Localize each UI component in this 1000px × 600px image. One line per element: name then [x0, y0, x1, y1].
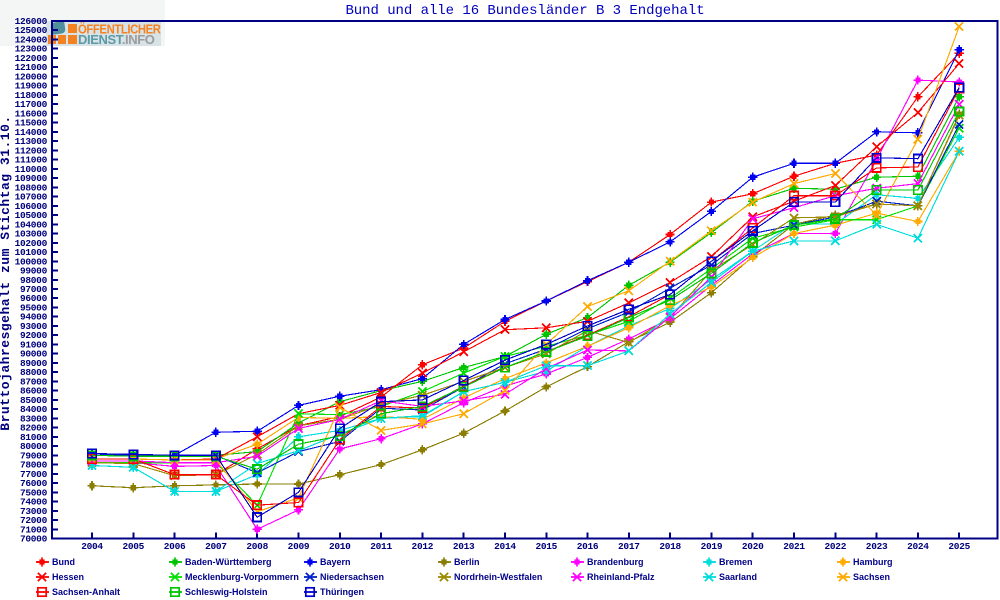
svg-text:2023: 2023 [866, 541, 888, 552]
svg-text:117000: 117000 [15, 99, 48, 110]
svg-text:89000: 89000 [20, 358, 48, 369]
svg-text:2016: 2016 [577, 541, 599, 552]
svg-text:2006: 2006 [164, 541, 186, 552]
svg-text:2019: 2019 [701, 541, 723, 552]
svg-text:70000: 70000 [20, 534, 48, 545]
svg-text:74000: 74000 [20, 497, 48, 508]
svg-text:107000: 107000 [15, 192, 48, 203]
svg-text:81000: 81000 [20, 432, 48, 443]
svg-text:116000: 116000 [15, 108, 48, 119]
svg-text:72000: 72000 [20, 515, 48, 526]
svg-text:103000: 103000 [15, 229, 48, 240]
svg-text:Sachsen-Anhalt: Sachsen-Anhalt [52, 587, 120, 597]
svg-text:Brandenburg: Brandenburg [587, 557, 644, 567]
svg-text:99000: 99000 [20, 266, 48, 277]
svg-text:114000: 114000 [15, 127, 48, 138]
svg-text:78000: 78000 [20, 460, 48, 471]
svg-text:120000: 120000 [15, 71, 48, 82]
svg-text:Sachsen: Sachsen [853, 572, 890, 582]
svg-text:125000: 125000 [15, 25, 48, 36]
svg-text:90000: 90000 [20, 349, 48, 360]
svg-text:92000: 92000 [20, 330, 48, 341]
svg-text:Rheinland-Pfalz: Rheinland-Pfalz [587, 572, 655, 582]
svg-text:110000: 110000 [15, 164, 48, 175]
svg-text:2018: 2018 [659, 541, 681, 552]
svg-text:71000: 71000 [20, 524, 48, 535]
svg-text:121000: 121000 [15, 62, 48, 73]
svg-text:Mecklenburg-Vorpommern: Mecklenburg-Vorpommern [185, 572, 299, 582]
svg-text:94000: 94000 [20, 312, 48, 323]
svg-text:2017: 2017 [618, 541, 640, 552]
svg-text:119000: 119000 [15, 81, 48, 92]
svg-text:2025: 2025 [948, 541, 970, 552]
svg-text:2007: 2007 [205, 541, 227, 552]
svg-text:2009: 2009 [288, 541, 310, 552]
svg-text:86000: 86000 [20, 386, 48, 397]
svg-text:2010: 2010 [329, 541, 351, 552]
svg-text:Hessen: Hessen [52, 572, 84, 582]
svg-text:Nordrhein-Westfalen: Nordrhein-Westfalen [454, 572, 542, 582]
svg-text:112000: 112000 [15, 145, 48, 156]
svg-text:79000: 79000 [20, 450, 48, 461]
svg-text:Saarland: Saarland [719, 572, 757, 582]
svg-text:83000: 83000 [20, 413, 48, 424]
svg-text:Bayern: Bayern [320, 557, 351, 567]
svg-text:2024: 2024 [907, 541, 929, 552]
svg-text:Schleswig-Holstein: Schleswig-Holstein [185, 587, 268, 597]
svg-text:108000: 108000 [15, 182, 48, 193]
svg-text:82000: 82000 [20, 423, 48, 434]
svg-text:88000: 88000 [20, 367, 48, 378]
svg-text:124000: 124000 [15, 34, 48, 45]
svg-text:93000: 93000 [20, 321, 48, 332]
svg-text:2008: 2008 [246, 541, 268, 552]
svg-text:84000: 84000 [20, 404, 48, 415]
svg-text:80000: 80000 [20, 441, 48, 452]
svg-text:Bund: Bund [52, 557, 75, 567]
svg-text:118000: 118000 [15, 90, 48, 101]
svg-text:123000: 123000 [15, 44, 48, 55]
svg-text:98000: 98000 [20, 275, 48, 286]
svg-text:109000: 109000 [15, 173, 48, 184]
svg-text:2013: 2013 [453, 541, 475, 552]
svg-text:Baden-Württemberg: Baden-Württemberg [185, 557, 272, 567]
svg-text:73000: 73000 [20, 506, 48, 517]
svg-text:105000: 105000 [15, 210, 48, 221]
svg-text:87000: 87000 [20, 376, 48, 387]
svg-text:Thüringen: Thüringen [320, 587, 364, 597]
svg-text:111000: 111000 [15, 155, 48, 166]
svg-text:Berlin: Berlin [454, 557, 480, 567]
svg-text:Hamburg: Hamburg [853, 557, 893, 567]
svg-text:95000: 95000 [20, 302, 48, 313]
svg-text:Niedersachsen: Niedersachsen [320, 572, 384, 582]
svg-text:2004: 2004 [81, 541, 103, 552]
svg-text:Bremen: Bremen [719, 557, 753, 567]
svg-text:2021: 2021 [783, 541, 805, 552]
svg-text:77000: 77000 [20, 469, 48, 480]
svg-text:85000: 85000 [20, 395, 48, 406]
svg-text:126000: 126000 [15, 16, 48, 27]
svg-text:2020: 2020 [742, 541, 764, 552]
svg-text:2022: 2022 [825, 541, 847, 552]
svg-text:2011: 2011 [370, 541, 392, 552]
svg-text:96000: 96000 [20, 293, 48, 304]
svg-text:2012: 2012 [412, 541, 434, 552]
svg-text:76000: 76000 [20, 478, 48, 489]
svg-text:75000: 75000 [20, 487, 48, 498]
svg-text:104000: 104000 [15, 219, 48, 230]
svg-text:122000: 122000 [15, 53, 48, 64]
svg-text:113000: 113000 [15, 136, 48, 147]
svg-text:97000: 97000 [20, 284, 48, 295]
svg-text:100000: 100000 [15, 256, 48, 267]
svg-text:2014: 2014 [494, 541, 516, 552]
svg-text:2015: 2015 [535, 541, 557, 552]
svg-text:106000: 106000 [15, 201, 48, 212]
svg-text:102000: 102000 [15, 238, 48, 249]
svg-text:2005: 2005 [122, 541, 144, 552]
svg-text:115000: 115000 [15, 118, 48, 129]
svg-text:101000: 101000 [15, 247, 48, 258]
svg-text:91000: 91000 [20, 339, 48, 350]
